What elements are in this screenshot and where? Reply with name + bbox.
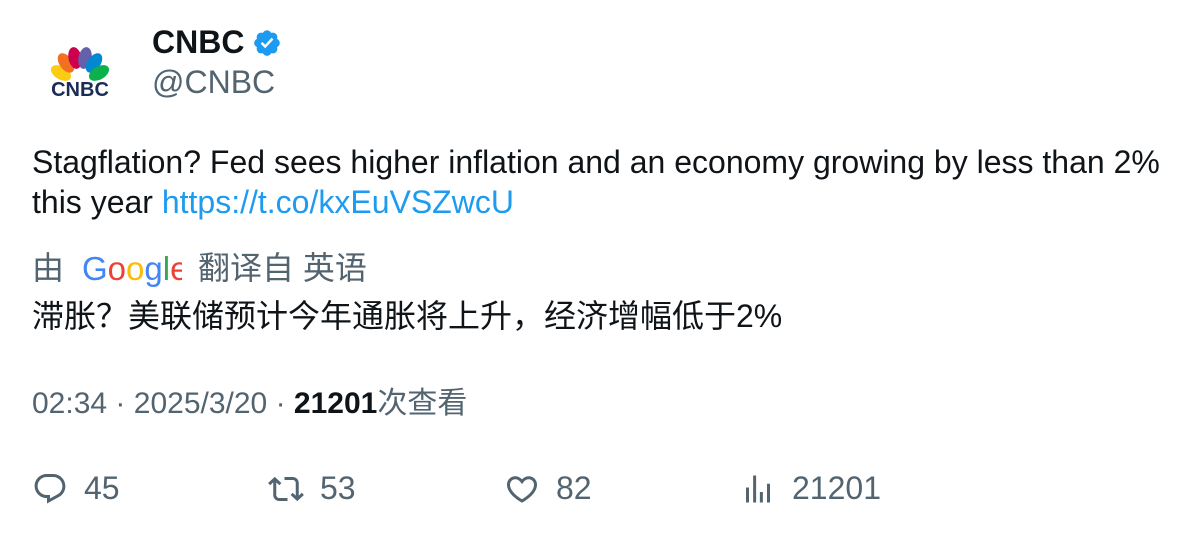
retweet-button[interactable]: 53 [268, 470, 356, 507]
tweet-text: Stagflation? Fed sees higher inflation a… [32, 142, 1172, 222]
analytics-icon [746, 475, 770, 502]
views-label: 次查看 [377, 387, 468, 420]
retweet-count: 53 [320, 470, 356, 506]
verified-badge-icon[interactable] [252, 28, 282, 58]
tweet-date[interactable]: 2025/3/20 [133, 387, 268, 420]
translation-source[interactable]: 翻译自 英语 [198, 250, 367, 286]
svg-text:Google: Google [82, 250, 182, 287]
translated-text: 滞胀？美联储预计今年通胀将上升，经济增幅低于2% [32, 298, 783, 334]
like-button[interactable]: 82 [504, 470, 592, 507]
views-action-count: 21201 [792, 470, 881, 506]
author-display-name[interactable]: CNBC [152, 24, 245, 60]
meta-separator: · [115, 387, 126, 420]
tweet-meta: 02:34 · 2025/3/20 · 21201次查看 [32, 384, 467, 424]
views-count: 21201 [293, 387, 378, 420]
heart-icon [506, 475, 538, 503]
meta-separator: · [275, 387, 286, 420]
cnbc-logo-text: CNBC [51, 79, 109, 101]
tweet-link[interactable]: https://t.co/kxEuVSZwcU [161, 184, 514, 220]
tweet-body: Stagflation? Fed sees higher inflation a… [32, 144, 1160, 220]
reply-icon [34, 473, 66, 504]
author-handle[interactable]: @CNBC [152, 64, 276, 100]
reply-count: 45 [84, 470, 120, 506]
cnbc-peacock-logo-icon: CNBC [50, 47, 110, 101]
retweet-icon [268, 476, 304, 501]
tweet-time[interactable]: 02:34 [32, 387, 108, 420]
google-logo-icon: Google [82, 250, 182, 287]
views-button[interactable]: 21201 [740, 470, 881, 507]
like-count: 82 [556, 470, 592, 506]
reply-button[interactable]: 45 [32, 470, 120, 507]
action-bar: 45 53 82 21201 [32, 470, 1172, 514]
author-avatar[interactable]: CNBC [32, 28, 128, 124]
translation-prefix: 由 [32, 250, 65, 286]
translation-attribution: 由 Google 翻译自 英语 [32, 246, 367, 290]
author-name-row[interactable]: CNBC [152, 22, 282, 62]
